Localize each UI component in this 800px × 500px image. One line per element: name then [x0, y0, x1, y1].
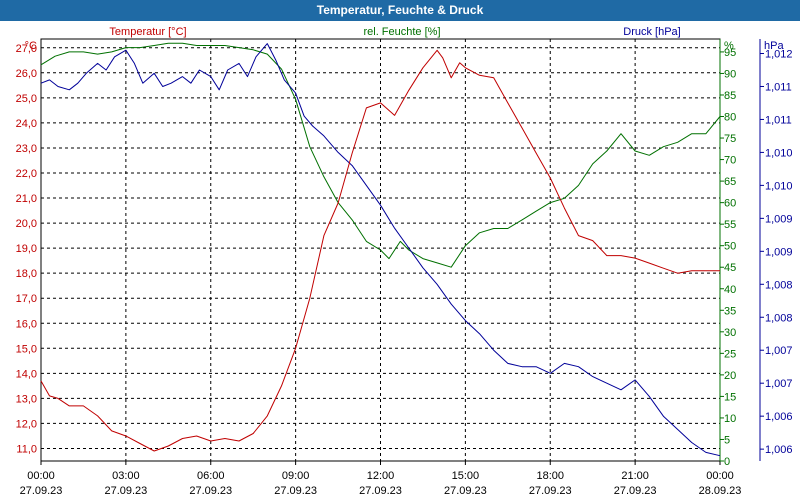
temperature-axis-unit: °C: [25, 40, 37, 52]
pressure-legend: Druck [hPa]: [623, 26, 680, 38]
y-tick-humidity: 90: [724, 68, 736, 80]
pressure-series-line: [40, 43, 721, 457]
x-tick-time: 12:00: [367, 470, 395, 482]
y-tick-pressure: 1,009: [765, 246, 793, 258]
humidity-legend: rel. Feuchte [%]: [363, 26, 440, 38]
x-tick-date: 27.09.23: [104, 485, 147, 497]
x-tick-time: 03:00: [112, 470, 140, 482]
y-tick-temperature: 24,0: [16, 118, 37, 130]
y-tick-temperature: 21,0: [16, 193, 37, 205]
x-tick-time: 00:00: [706, 470, 734, 482]
x-tick-date: 27.09.23: [614, 485, 657, 497]
y-tick-pressure: 1,009: [765, 213, 793, 225]
y-tick-temperature: 13,0: [16, 393, 37, 405]
y-tick-temperature: 25,0: [16, 93, 37, 105]
y-tick-humidity: 70: [724, 155, 736, 167]
y-tick-pressure: 1,006: [765, 411, 793, 423]
y-tick-temperature: 23,0: [16, 143, 37, 155]
y-tick-humidity: 85: [724, 90, 736, 102]
x-tick-time: 09:00: [282, 470, 310, 482]
y-tick-pressure: 1,011: [765, 81, 792, 93]
y-tick-humidity: 30: [724, 327, 736, 339]
temperature-legend: Temperatur [°C]: [109, 26, 186, 38]
x-tick-date: 27.09.23: [189, 485, 232, 497]
y-tick-humidity: 45: [724, 262, 736, 274]
y-tick-temperature: 16,0: [16, 318, 37, 330]
y-tick-temperature: 11,0: [16, 443, 37, 455]
y-tick-temperature: 19,0: [16, 243, 37, 255]
y-tick-temperature: 12,0: [16, 418, 37, 430]
y-tick-humidity: 5: [724, 434, 730, 446]
x-tick-time: 18:00: [536, 470, 564, 482]
x-tick-time: 15:00: [452, 470, 480, 482]
y-tick-pressure: 1,010: [765, 147, 793, 159]
humidity-axis-unit: %: [724, 40, 734, 52]
x-tick-date: 27.09.23: [529, 485, 572, 497]
pressure-axis-unit: hPa: [764, 40, 784, 52]
y-tick-temperature: 27,0: [16, 43, 37, 55]
y-tick-pressure: 1,007: [765, 345, 793, 357]
y-tick-pressure: 1,010: [765, 180, 793, 192]
y-tick-temperature: 15,0: [16, 343, 37, 355]
y-tick-temperature: 17,0: [16, 293, 37, 305]
y-tick-humidity: 75: [724, 133, 736, 145]
y-tick-temperature: 26,0: [16, 68, 37, 80]
y-tick-humidity: 40: [724, 284, 736, 296]
y-tick-humidity: 95: [724, 47, 736, 59]
x-tick-time: 00:00: [27, 470, 55, 482]
y-tick-humidity: 80: [724, 112, 736, 124]
x-tick-date: 27.09.23: [359, 485, 402, 497]
x-tick-time: 06:00: [197, 470, 225, 482]
y-tick-temperature: 22,0: [16, 168, 37, 180]
y-tick-humidity: 65: [724, 176, 736, 188]
y-tick-pressure: 1,007: [765, 378, 793, 390]
y-tick-humidity: 10: [724, 413, 736, 425]
y-tick-pressure: 1,008: [765, 279, 793, 291]
y-tick-humidity: 15: [724, 391, 736, 403]
chart-title: Temperatur, Feuchte & Druck: [0, 0, 800, 21]
y-tick-pressure: 1,008: [765, 312, 793, 324]
y-tick-temperature: 20,0: [16, 218, 37, 230]
y-tick-pressure: 1,011: [765, 114, 792, 126]
y-tick-humidity: 60: [724, 198, 736, 210]
y-tick-pressure: 1,012: [765, 49, 793, 61]
x-tick-time: 21:00: [621, 470, 649, 482]
y-tick-humidity: 50: [724, 241, 736, 253]
y-tick-humidity: 0: [724, 456, 730, 468]
x-tick-date: 27.09.23: [444, 485, 487, 497]
y-tick-pressure: 1,006: [765, 444, 793, 456]
y-tick-temperature: 18,0: [16, 268, 37, 280]
y-tick-humidity: 20: [724, 370, 736, 382]
humidity-series-line: [40, 42, 721, 268]
x-tick-date: 27.09.23: [20, 485, 63, 497]
y-tick-humidity: 55: [724, 219, 736, 231]
y-tick-temperature: 14,0: [16, 368, 37, 380]
temperature-series-line: [40, 49, 720, 452]
x-tick-date: 28.09.23: [699, 485, 742, 497]
y-tick-humidity: 35: [724, 305, 736, 317]
x-tick-date: 27.09.23: [274, 485, 317, 497]
y-tick-humidity: 25: [724, 348, 736, 360]
